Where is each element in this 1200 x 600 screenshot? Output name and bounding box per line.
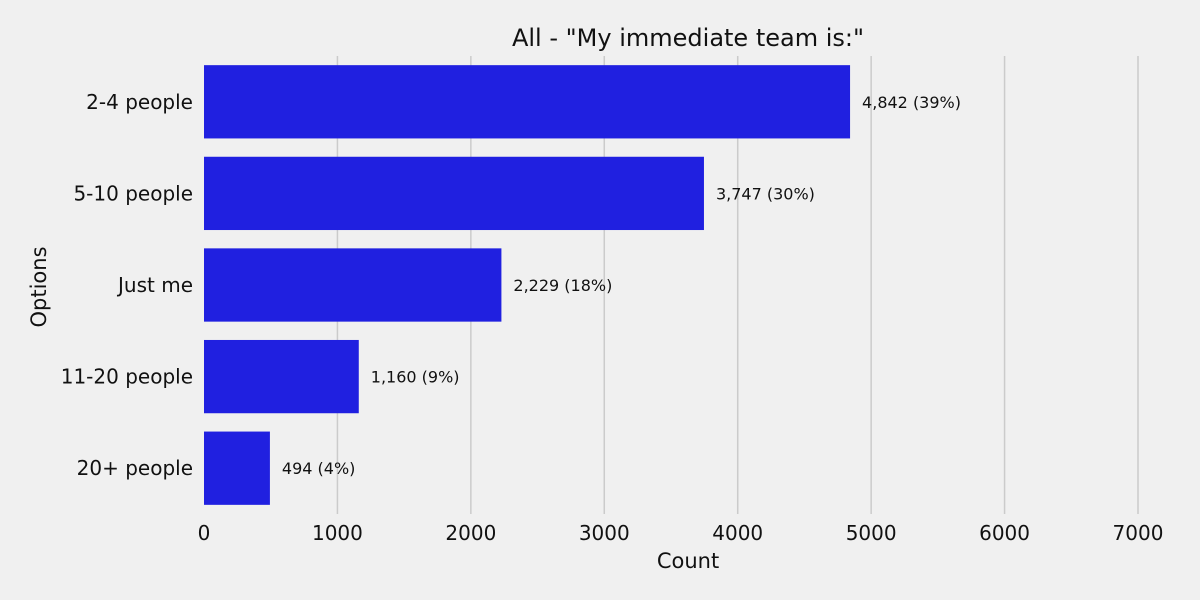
bar <box>204 156 704 231</box>
bars <box>204 65 851 505</box>
bar-data-label: 494 (4%) <box>282 459 356 478</box>
y-tick-label: 5-10 people <box>73 181 193 205</box>
x-tick-label: 3000 <box>579 521 630 545</box>
x-tick-label: 4000 <box>712 521 763 545</box>
bar-data-label: 4,842 (39%) <box>862 93 961 112</box>
y-axis-label: Options <box>27 246 51 327</box>
bar-data-label: 1,160 (9%) <box>371 368 460 387</box>
y-tick-label: 11-20 people <box>61 365 193 389</box>
x-tick-label: 0 <box>198 521 211 545</box>
chart-title: All - "My immediate team is:" <box>512 24 864 52</box>
bar-data-label: 2,229 (18%) <box>513 276 612 295</box>
bar <box>204 248 502 322</box>
y-tick-label: 2-4 people <box>86 90 193 114</box>
y-tick-labels: 2-4 people 5-10 people Just me 11-20 people… <box>61 90 193 480</box>
bar-data-label: 3,747 (30%) <box>716 184 815 203</box>
bar <box>204 339 359 414</box>
bar <box>204 65 851 139</box>
x-tick-label: 1000 <box>312 521 363 545</box>
bar <box>204 431 270 505</box>
x-tick-label: 6000 <box>979 521 1030 545</box>
x-tick-label: 5000 <box>846 521 897 545</box>
bar-labels: 4,842 (39%) 3,747 (30%) 2,229 (18%) 1,160 (… <box>282 93 961 478</box>
y-tick-label: Just me <box>116 273 193 297</box>
x-axis-label: Count <box>657 549 719 573</box>
y-tick-label: 20+ people <box>77 456 193 480</box>
x-tick-label: 7000 <box>1113 521 1164 545</box>
x-tick-label: 2000 <box>445 521 496 545</box>
x-tick-labels: 0 1000 2000 3000 4000 5000 6000 7000 <box>198 521 1164 545</box>
